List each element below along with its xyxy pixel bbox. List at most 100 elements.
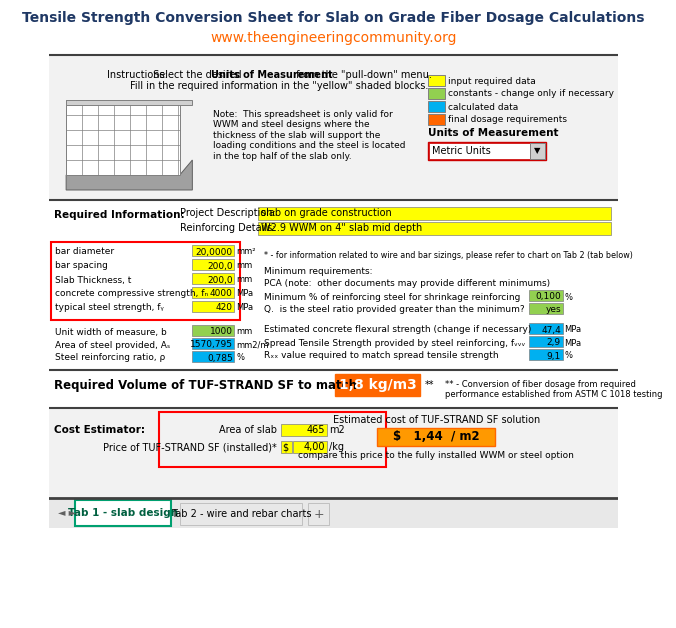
Text: Reinforcing Details:: Reinforcing Details:	[180, 223, 275, 233]
Text: Tensile Strength Conversion Sheet for Slab on Grade Fiber Dosage Calculations: Tensile Strength Conversion Sheet for Sl…	[22, 11, 645, 25]
Bar	[193, 259, 235, 270]
Bar	[429, 143, 530, 159]
Text: mm: mm	[236, 327, 252, 337]
Text: * - for information related to wire and bar sizings, please refer to chart on Ta: * - for information related to wire and …	[264, 251, 633, 261]
Text: 4000: 4000	[210, 290, 233, 298]
Bar	[529, 349, 562, 360]
Text: ◄ ►: ◄ ►	[57, 508, 76, 518]
Text: 2,9: 2,9	[547, 338, 561, 347]
Text: Tab 2 - wire and rebar charts: Tab 2 - wire and rebar charts	[171, 509, 312, 519]
Text: bar diameter: bar diameter	[55, 247, 114, 256]
Text: MPa: MPa	[564, 325, 581, 335]
Bar	[193, 287, 235, 298]
Text: 0,100: 0,100	[535, 293, 561, 301]
Text: 0,785: 0,785	[207, 354, 233, 362]
Text: Project Description:: Project Description:	[180, 208, 276, 218]
Bar	[49, 200, 618, 255]
Text: 465: 465	[307, 425, 325, 435]
Bar	[281, 424, 327, 436]
Bar	[193, 338, 235, 349]
Text: mm: mm	[236, 261, 252, 271]
Text: 20,0000: 20,0000	[195, 247, 233, 256]
Bar	[258, 207, 611, 220]
Bar	[428, 142, 546, 160]
Text: from the "pull-down" menu.: from the "pull-down" menu.	[293, 70, 432, 80]
Text: mm2/m: mm2/m	[236, 340, 268, 350]
Text: ** - Conversion of fiber dosage from required
performance established from ASTM : ** - Conversion of fiber dosage from req…	[445, 380, 662, 399]
Bar	[529, 290, 562, 301]
Text: Steel reinforcing ratio, ρ: Steel reinforcing ratio, ρ	[55, 354, 166, 362]
Bar	[193, 245, 235, 256]
Text: calculated data: calculated data	[448, 102, 518, 112]
Text: constants - change only if necessary: constants - change only if necessary	[448, 90, 614, 99]
Bar	[180, 503, 301, 525]
Bar	[49, 408, 618, 498]
Text: ▼: ▼	[534, 146, 541, 156]
Bar	[428, 88, 445, 99]
Bar	[258, 222, 611, 235]
Bar	[529, 323, 562, 334]
Text: Area of slab: Area of slab	[218, 425, 276, 435]
Text: 1000: 1000	[210, 327, 233, 337]
Text: Required Information:: Required Information:	[53, 210, 184, 220]
Text: PCA (note:  other documents may provide different minimums): PCA (note: other documents may provide d…	[264, 279, 550, 288]
Text: Minimum requirements:: Minimum requirements:	[264, 268, 372, 276]
Bar	[428, 75, 445, 86]
Bar	[281, 441, 293, 453]
Text: concrete compressive strength, fₙ: concrete compressive strength, fₙ	[55, 290, 208, 298]
Polygon shape	[66, 160, 193, 190]
Text: Metric Units: Metric Units	[432, 146, 491, 156]
Bar	[49, 528, 618, 628]
Text: input required data: input required data	[448, 77, 536, 85]
Bar	[193, 301, 235, 312]
Text: Rₓₓ value required to match spread tensile strength: Rₓₓ value required to match spread tensi…	[264, 352, 498, 360]
Text: Estimated cost of TUF-STRAND SF solution: Estimated cost of TUF-STRAND SF solution	[333, 415, 540, 425]
Text: www.theengineeringcommunity.org: www.theengineeringcommunity.org	[210, 31, 457, 45]
Text: Price of TUF-STRAND SF (installed)*: Price of TUF-STRAND SF (installed)*	[103, 442, 276, 452]
Text: $: $	[283, 442, 289, 452]
Text: MPa: MPa	[236, 303, 254, 313]
Text: MPa: MPa	[236, 290, 254, 298]
Text: Cost Estimator:: Cost Estimator:	[53, 425, 145, 435]
Text: Spread Tensile Strength provided by steel reinforcing, fᵥᵥᵥ: Spread Tensile Strength provided by stee…	[264, 338, 525, 347]
Bar	[428, 114, 445, 125]
Text: Slab Thickness, t: Slab Thickness, t	[55, 276, 132, 284]
Bar	[293, 441, 327, 453]
Text: %: %	[564, 293, 573, 301]
Text: slab on grade construction: slab on grade construction	[262, 208, 392, 218]
Text: Instructions:: Instructions:	[107, 70, 168, 80]
Text: 4,00: 4,00	[304, 442, 325, 452]
Bar	[530, 143, 545, 159]
Text: mm²: mm²	[236, 247, 256, 256]
Text: 420: 420	[216, 303, 233, 313]
Bar	[529, 303, 562, 314]
Text: typical steel strength, fᵧ: typical steel strength, fᵧ	[55, 303, 164, 313]
Text: 47,4: 47,4	[541, 325, 561, 335]
Text: Minimum % of reinforcing steel for shrinkage reinforcing: Minimum % of reinforcing steel for shrin…	[264, 293, 521, 301]
Text: 200,0: 200,0	[207, 276, 233, 284]
Text: Select the desired: Select the desired	[150, 70, 245, 80]
Bar	[193, 273, 235, 284]
Text: Area of steel provided, Aₛ: Area of steel provided, Aₛ	[55, 340, 170, 350]
Bar	[49, 370, 618, 405]
Bar	[529, 336, 562, 347]
Text: 200,0: 200,0	[207, 261, 233, 271]
Text: Required Volume of TUF-STRAND SF to match:: Required Volume of TUF-STRAND SF to matc…	[53, 379, 362, 391]
Text: W2.9 WWM on 4" slab mid depth: W2.9 WWM on 4" slab mid depth	[262, 223, 422, 233]
Text: m2: m2	[329, 425, 345, 435]
Text: Q.  is the steel ratio provided greater than the minimum?: Q. is the steel ratio provided greater t…	[264, 305, 525, 315]
Bar	[193, 325, 235, 336]
Text: Unit width of measure, b: Unit width of measure, b	[55, 327, 167, 337]
Text: Fill in the required information in the "yellow" shaded blocks.: Fill in the required information in the …	[130, 81, 429, 91]
Polygon shape	[66, 100, 180, 175]
Text: Note:  This spreadsheet is only valid for
WWM and steel designs where the
thickn: Note: This spreadsheet is only valid for…	[214, 110, 406, 161]
Bar	[159, 412, 386, 467]
Text: Units of Measurement: Units of Measurement	[211, 70, 333, 80]
Text: 9,1: 9,1	[547, 352, 561, 360]
Text: final dosage requirements: final dosage requirements	[448, 116, 567, 124]
Bar	[49, 498, 618, 528]
Text: mm: mm	[236, 276, 252, 284]
Text: $   1,44  / m2: $ 1,44 / m2	[393, 431, 480, 443]
Text: +: +	[313, 507, 324, 521]
Text: %: %	[236, 354, 244, 362]
